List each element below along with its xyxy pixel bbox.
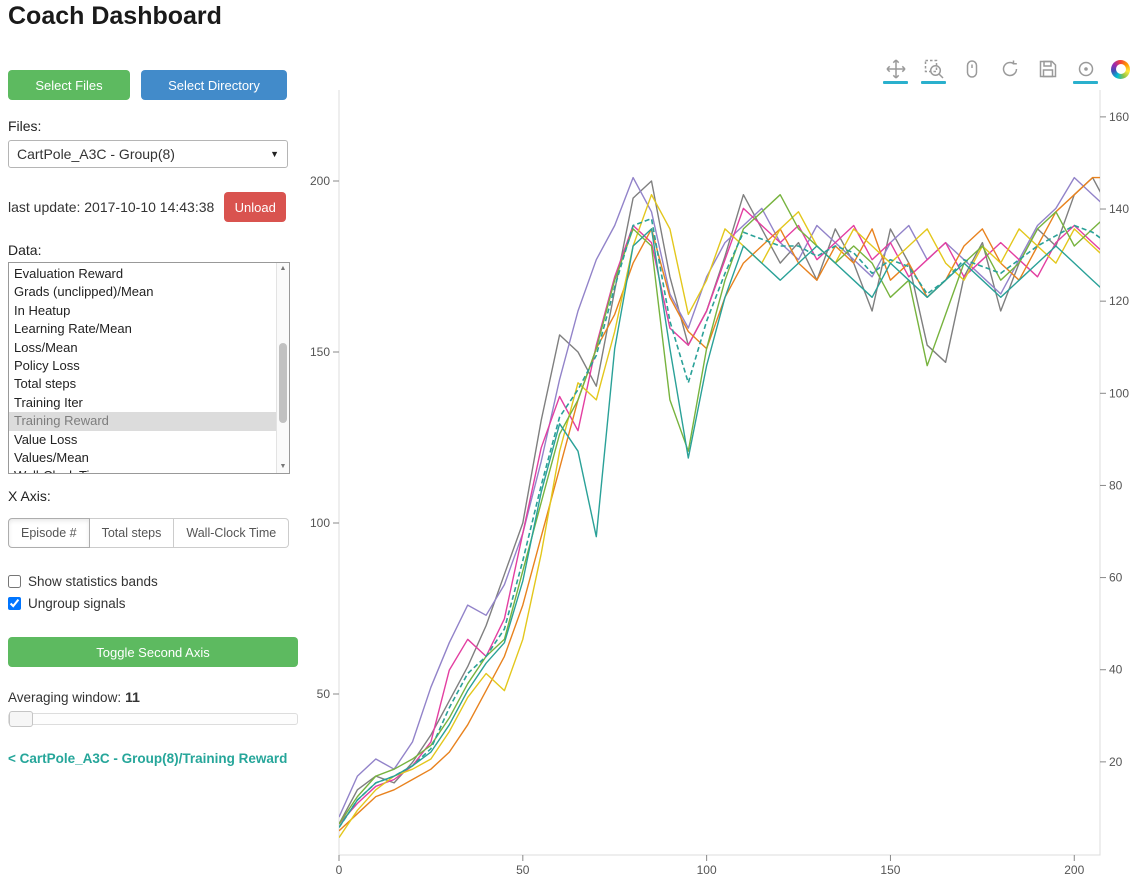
right-axis-tick-label: 40 bbox=[1109, 663, 1123, 677]
x-axis-toggle-group: Episode # Total steps Wall-Clock Time bbox=[8, 518, 290, 548]
series-line-worker_1_purple bbox=[339, 176, 1100, 818]
last-update-row: last update: 2017-10-10 14:43:38 Unload bbox=[8, 192, 298, 222]
averaging-window-value: 11 bbox=[125, 689, 140, 705]
wheel-zoom-icon bbox=[966, 60, 977, 78]
x-axis-tick-label: 200 bbox=[1064, 863, 1084, 877]
right-axis-tick-label: 20 bbox=[1109, 755, 1123, 769]
averaging-window-slider[interactable] bbox=[8, 711, 298, 727]
reset-tool-button[interactable] bbox=[997, 59, 1022, 84]
reset-icon bbox=[1002, 60, 1017, 77]
hover-icon bbox=[1078, 61, 1093, 77]
list-item[interactable]: Learning Rate/Mean bbox=[14, 321, 132, 337]
x-axis-tick-label: 150 bbox=[880, 863, 900, 877]
series-line-mean_teal_dashed bbox=[339, 217, 1100, 828]
plot-toolbar bbox=[883, 59, 1130, 84]
series-line-worker_2_magenta bbox=[339, 207, 1100, 825]
data-label: Data: bbox=[8, 242, 42, 258]
left-axis-tick-label: 50 bbox=[317, 687, 331, 701]
slider-thumb[interactable] bbox=[9, 711, 33, 727]
file-buttons-row: Select Files Select Directory bbox=[8, 70, 298, 100]
breadcrumb-link[interactable]: < CartPole_A3C - Group(8)/Training Rewar… bbox=[8, 751, 288, 766]
series-line-worker_5_green bbox=[339, 194, 1100, 825]
x-axis-option-total-steps[interactable]: Total steps bbox=[89, 518, 175, 548]
plot-frame bbox=[338, 90, 1101, 856]
x-axis-tick-label: 100 bbox=[697, 863, 717, 877]
list-item[interactable]: Value Loss bbox=[14, 431, 78, 447]
right-axis-tick-label: 120 bbox=[1109, 294, 1129, 308]
x-axis-tick-label: 0 bbox=[336, 863, 343, 877]
box-zoom-icon bbox=[924, 59, 944, 79]
list-item[interactable]: Wall-Clock Time bbox=[9, 467, 276, 473]
hover-tool-button[interactable] bbox=[1073, 59, 1098, 84]
last-update-label: last update: 2017-10-10 14:43:38 bbox=[8, 199, 215, 215]
list-item[interactable]: Loss/Mean bbox=[14, 339, 78, 355]
right-axis-tick-label: 60 bbox=[1109, 571, 1123, 585]
right-axis-tick-label: 80 bbox=[1109, 478, 1123, 492]
list-item[interactable]: Grads (unclipped)/Mean bbox=[14, 284, 154, 300]
right-axis-tick-label: 100 bbox=[1109, 386, 1129, 400]
list-item[interactable]: Total steps bbox=[14, 376, 77, 392]
x-axis-option-episode[interactable]: Episode # bbox=[8, 518, 90, 548]
x-axis-option-wall-clock[interactable]: Wall-Clock Time bbox=[174, 518, 290, 548]
data-list-items: Evaluation Reward Grads (unclipped)/Mean… bbox=[9, 265, 276, 473]
scroll-up-icon[interactable]: ▲ bbox=[279, 265, 287, 272]
left-axis-tick-label: 200 bbox=[310, 174, 330, 188]
save-icon bbox=[1039, 60, 1056, 78]
files-label: Files: bbox=[8, 118, 42, 134]
show-statistics-bands-checkbox[interactable] bbox=[8, 575, 21, 588]
listbox-scrollbar[interactable]: ▲ ▼ bbox=[276, 263, 289, 473]
list-item[interactable]: Policy Loss bbox=[14, 358, 80, 374]
files-dropdown-value: CartPole_A3C - Group(8) bbox=[17, 146, 175, 162]
averaging-window-row: Averaging window: 11 bbox=[8, 689, 298, 705]
box-zoom-tool-button[interactable] bbox=[921, 59, 946, 84]
toggle-second-axis-button[interactable]: Toggle Second Axis bbox=[8, 637, 298, 667]
chart-area: 0 50 100 150 200 50 100 150 200 20 40 60 80 100 120 140… bbox=[300, 55, 1142, 881]
scrollbar-thumb[interactable] bbox=[279, 343, 287, 423]
wheel-zoom-tool-button[interactable] bbox=[959, 59, 984, 84]
list-item[interactable]: Values/Mean bbox=[14, 450, 89, 466]
files-dropdown[interactable]: CartPole_A3C - Group(8) ▼ bbox=[8, 140, 288, 168]
series-line-worker_3_orange bbox=[339, 176, 1100, 832]
averaging-window-label: Averaging window: bbox=[8, 690, 122, 705]
ungroup-signals-checkbox[interactable] bbox=[8, 597, 21, 610]
data-listbox[interactable]: Evaluation Reward Grads (unclipped)/Mean… bbox=[8, 262, 290, 474]
unload-button[interactable]: Unload bbox=[224, 192, 287, 222]
pan-icon bbox=[885, 59, 906, 79]
scroll-down-icon[interactable]: ▼ bbox=[279, 463, 287, 470]
left-axis-tick-label: 100 bbox=[310, 516, 330, 530]
show-statistics-bands-option[interactable]: Show statistics bands bbox=[8, 574, 298, 589]
series-line-worker_6_teal bbox=[339, 228, 1100, 828]
right-axis-tick-label: 140 bbox=[1109, 202, 1129, 216]
series-line-worker_0_gray bbox=[339, 176, 1100, 825]
save-tool-button[interactable] bbox=[1035, 59, 1060, 84]
list-item[interactable]: Evaluation Reward bbox=[14, 266, 124, 281]
x-axis-tick-label: 50 bbox=[516, 863, 530, 877]
left-axis-tick-label: 150 bbox=[310, 345, 330, 359]
right-axis-tick-label: 160 bbox=[1109, 110, 1129, 124]
pan-tool-button[interactable] bbox=[883, 59, 908, 84]
select-directory-button[interactable]: Select Directory bbox=[141, 70, 287, 100]
training-reward-plot[interactable]: 0 50 100 150 200 50 100 150 200 20 40 60 80 100 120 140… bbox=[300, 85, 1142, 877]
list-item-selected[interactable]: Training Reward bbox=[9, 412, 276, 431]
list-item[interactable]: Training Iter bbox=[14, 394, 83, 410]
bokeh-logo-icon[interactable] bbox=[1111, 59, 1130, 79]
ungroup-signals-option[interactable]: Ungroup signals bbox=[8, 596, 298, 611]
sidebar: Select Files Select Directory Files: Car… bbox=[8, 70, 298, 766]
x-axis-label: X Axis: bbox=[8, 488, 51, 504]
page-title: Coach Dashboard bbox=[8, 2, 222, 30]
show-statistics-bands-label: Show statistics bands bbox=[28, 574, 158, 589]
dropdown-caret-icon: ▼ bbox=[270, 149, 279, 159]
list-item[interactable]: In Heatup bbox=[14, 302, 71, 318]
select-files-button[interactable]: Select Files bbox=[8, 70, 130, 100]
ungroup-signals-label: Ungroup signals bbox=[28, 596, 126, 611]
